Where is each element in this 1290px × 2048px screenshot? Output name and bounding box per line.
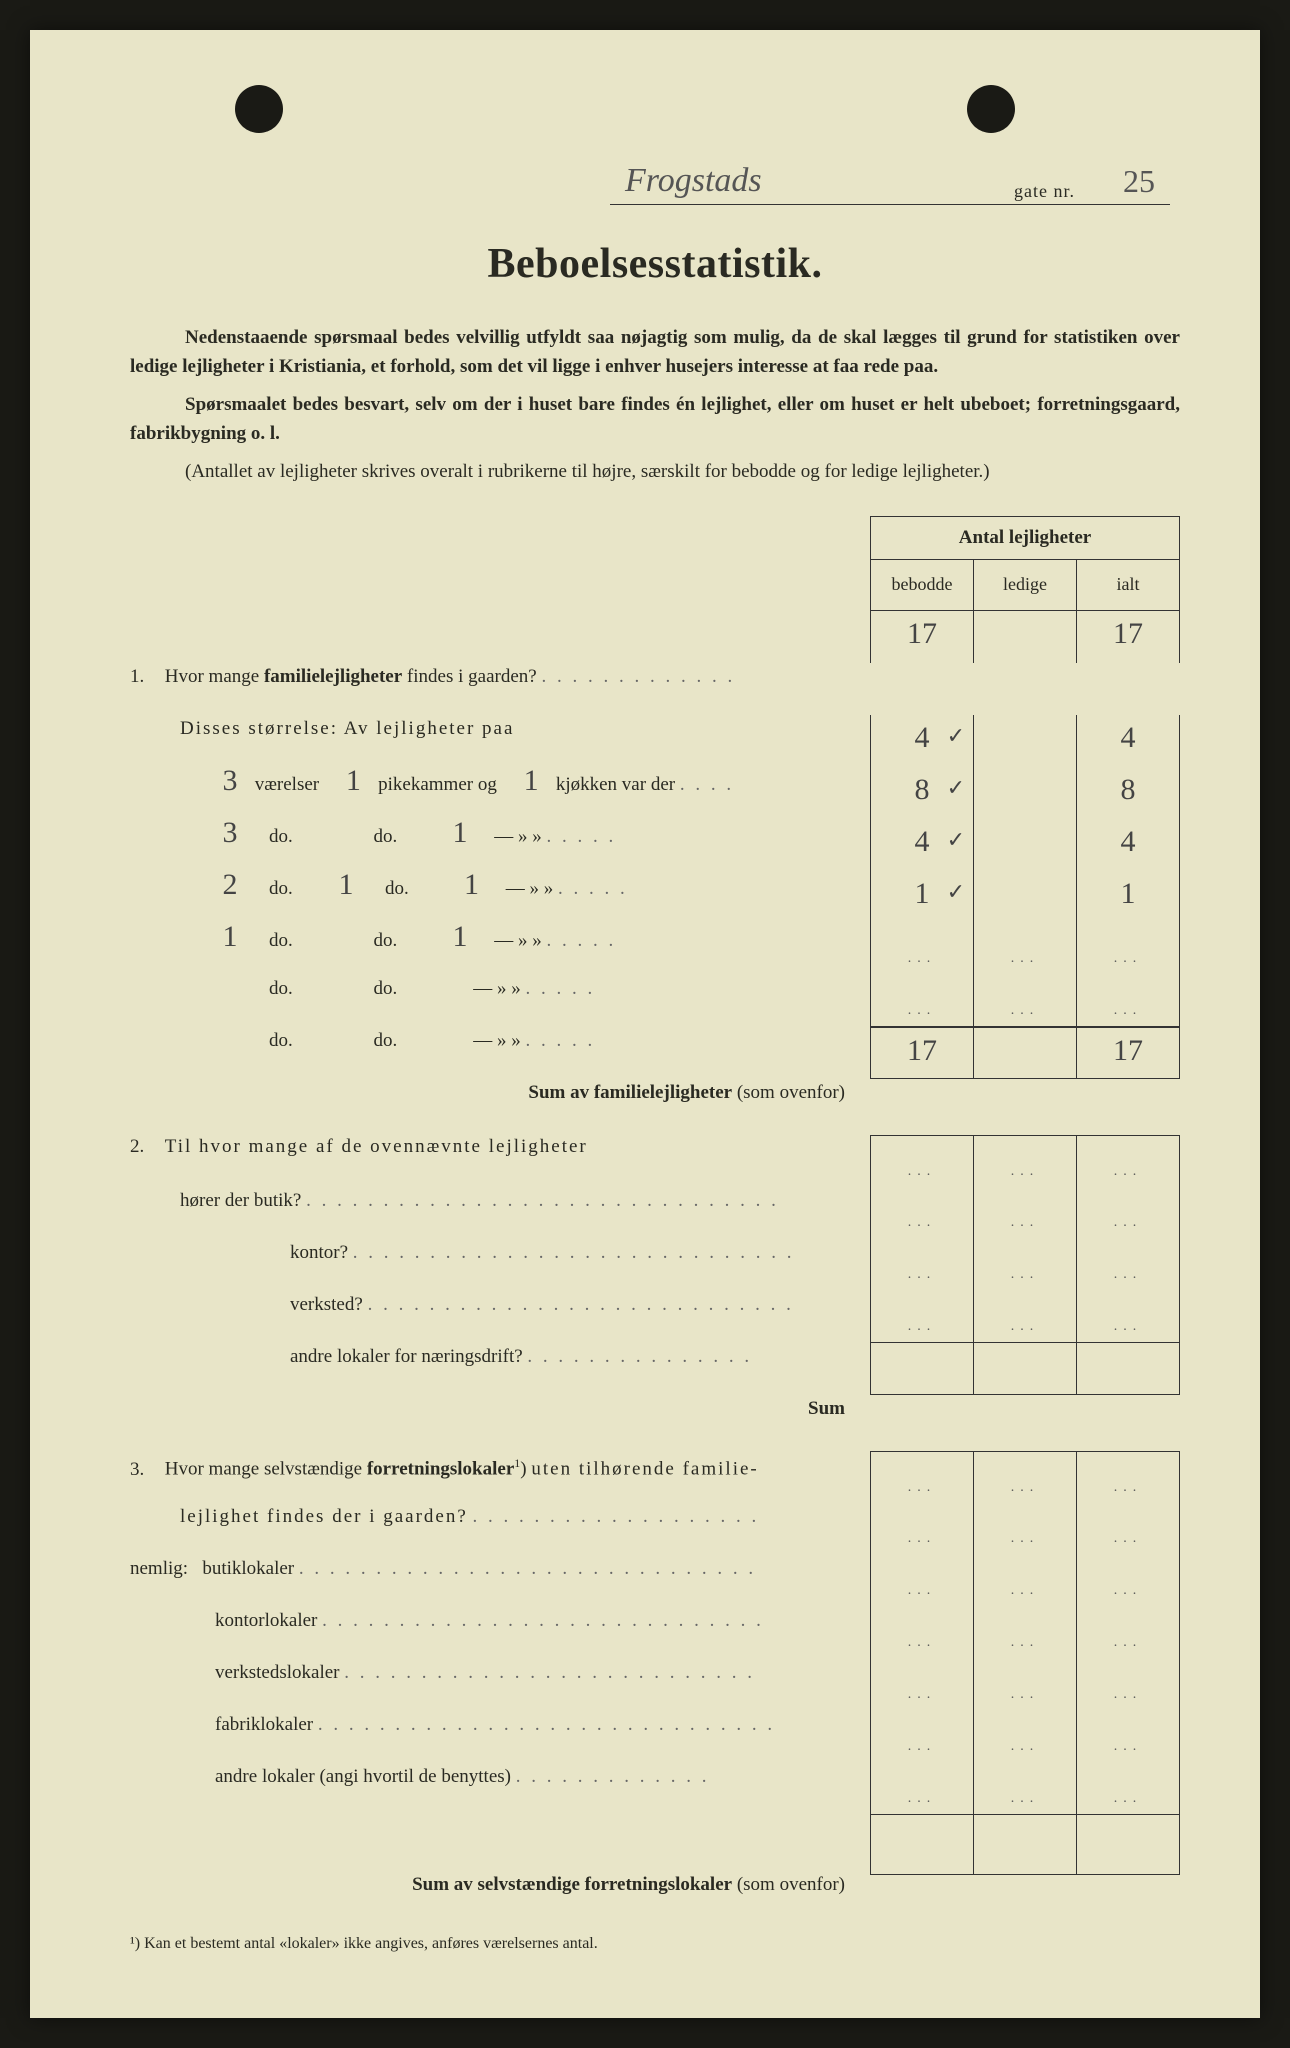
page-title: Beboelsesstatistik.: [130, 240, 1180, 288]
r2-ialt: 8: [1077, 767, 1179, 819]
table-subheader: bebodde ledige ialt: [870, 559, 1180, 611]
r1-ialt: 4: [1077, 715, 1179, 767]
q1-size-1: 3 værelser 1 pikekammer og 1 kjøkken var…: [130, 755, 850, 807]
r3-bebodde: 4✓: [871, 819, 974, 871]
q3-text-2: lejlighet findes der i gaarden? . . . . …: [130, 1491, 850, 1543]
q3-item-2: kontorlokaler . . . . . . . . . . . . . …: [130, 1595, 850, 1647]
intro-paragraph-1: Nedenstaaende spørsmaal bedes velvillig …: [130, 323, 1180, 382]
q1-text: 1. Hvor mange familielejligheter findes …: [130, 651, 850, 703]
q2-item-4: andre lokaler for næringsdrift? . . . . …: [130, 1331, 850, 1383]
q3-blank: [130, 1803, 850, 1855]
intro-paragraph-2: Spørsmaalet bedes besvart, selv om der i…: [130, 390, 1180, 449]
footnote: ¹) Kan et bestemt antal «lokaler» ikke a…: [130, 1935, 1180, 1953]
col-bebodde: bebodde: [871, 560, 974, 610]
r1-bebodde: 4✓: [871, 715, 974, 767]
q1-total-row: 17 17: [870, 611, 1180, 663]
r3-ledige: [974, 819, 1077, 871]
intro-paragraph-3: (Antallet av lejligheter skrives overalt…: [130, 457, 1180, 486]
r6-ialt: ...: [1077, 975, 1179, 1026]
r2-ledige: [974, 767, 1077, 819]
r5-ledige: ...: [974, 923, 1077, 975]
document-page: Frogstads gate nr. 25 Beboelsesstatistik…: [30, 30, 1260, 2018]
q2-row-1: .........: [870, 1135, 1180, 1187]
r6-bebodde: ...: [871, 975, 974, 1026]
q2-text: 2. Til hvor mange af de ovennævnte lejli…: [130, 1119, 850, 1175]
q3-sum-row: [870, 1815, 1180, 1875]
r2-bebodde: 8✓: [871, 767, 974, 819]
size-row-5: ... ... ...: [870, 923, 1180, 975]
gate-label: gate nr.: [1014, 181, 1075, 202]
q2-row-3: .........: [870, 1239, 1180, 1291]
q2-item-2: kontor? . . . . . . . . . . . . . . . . …: [130, 1227, 850, 1279]
r1-ledige: [974, 715, 1077, 767]
table-header-title: Antal lejligheter: [870, 516, 1180, 559]
sum-bebodde: 17: [871, 1028, 974, 1078]
q1-ialt: 17: [1077, 611, 1179, 663]
size-row-1: 4✓ 4: [870, 715, 1180, 767]
size-row-4: 1✓ 1: [870, 871, 1180, 923]
q3-row-5: .........: [870, 1711, 1180, 1763]
q1-size-label: Disses størrelse: Av lejligheter paa: [130, 703, 850, 755]
q3-row-4: .........: [870, 1659, 1180, 1711]
q3-text-1: 3. Hvor mange selvstændige forretningslo…: [130, 1435, 850, 1491]
size-row-2: 8✓ 8: [870, 767, 1180, 819]
size-row-3: 4✓ 4: [870, 819, 1180, 871]
col-ialt: ialt: [1077, 560, 1179, 610]
size-row-6: ... ... ...: [870, 975, 1180, 1027]
q3-row-3: .........: [870, 1607, 1180, 1659]
gate-number: 25: [1123, 163, 1155, 200]
q2-sum-label: Sum: [130, 1383, 850, 1435]
q1-size-5: do. do. — » » . . . . .: [130, 963, 850, 1015]
q3-sum-label: Sum av selvstændige forretningslokaler (…: [130, 1855, 850, 1915]
q2-row-2: .........: [870, 1187, 1180, 1239]
content-area: Antal lejligheter bebodde ledige ialt 17…: [130, 516, 1180, 1953]
q3-item-5: andre lokaler (angi hvortil de benyttes)…: [130, 1751, 850, 1803]
q2-sum-row: [870, 1343, 1180, 1395]
sum-ledige: [974, 1028, 1077, 1078]
q2-row-4: .........: [870, 1291, 1180, 1343]
r5-ialt: ...: [1077, 923, 1179, 975]
q3-row-1: .........: [870, 1503, 1180, 1555]
q2-item-1: hører der butik? . . . . . . . . . . . .…: [130, 1175, 850, 1227]
q3-row-2: .........: [870, 1555, 1180, 1607]
spacer-row: [870, 663, 1180, 715]
q3-item-3: verkstedslokaler . . . . . . . . . . . .…: [130, 1647, 850, 1699]
q3-row-0: .........: [870, 1451, 1180, 1503]
q1-size-4: 1 do. do. 1 — » » . . . . .: [130, 911, 850, 963]
q1-bebodde: 17: [871, 611, 974, 663]
r4-ialt: 1: [1077, 871, 1179, 923]
col-ledige: ledige: [974, 560, 1077, 610]
punch-hole-left: [235, 85, 283, 133]
r6-ledige: ...: [974, 975, 1077, 1026]
q3-item-1: nemlig: butiklokaler . . . . . . . . . .…: [130, 1543, 850, 1595]
q1-sum-row: 17 17: [870, 1027, 1180, 1079]
r5-bebodde: ...: [871, 923, 974, 975]
q1-ledige: [974, 611, 1077, 663]
q3-row-6: .........: [870, 1763, 1180, 1815]
street-name: Frogstads: [625, 162, 762, 200]
q1-size-6: do. do. — » » . . . . .: [130, 1015, 850, 1067]
q3-item-4: fabriklokaler . . . . . . . . . . . . . …: [130, 1699, 850, 1751]
punch-hole-right: [967, 85, 1015, 133]
intro-p1-text: Nedenstaaende spørsmaal bedes velvillig …: [130, 327, 1180, 377]
r4-ledige: [974, 871, 1077, 923]
intro-p2-text: Spørsmaalet bedes besvart, selv om der i…: [130, 394, 1180, 444]
intro-p3-text: (Antallet av lejligheter skrives overalt…: [185, 461, 990, 482]
q3-spacer: [870, 1395, 1180, 1451]
q2-item-3: verksted? . . . . . . . . . . . . . . . …: [130, 1279, 850, 1331]
r4-bebodde: 1✓: [871, 871, 974, 923]
q2-spacer: [870, 1079, 1180, 1135]
sum-ialt: 17: [1077, 1028, 1179, 1078]
q1-size-3: 2 do. 1 do. 1 — » » . . . . .: [130, 859, 850, 911]
q1-size-2: 3 do. do. 1 — » » . . . . .: [130, 807, 850, 859]
data-table: Antal lejligheter bebodde ledige ialt 17…: [870, 516, 1180, 1875]
header-address-line: Frogstads gate nr. 25: [610, 165, 1170, 205]
q1-sum-label: Sum av familielejligheter (som ovenfor): [130, 1067, 850, 1119]
r3-ialt: 4: [1077, 819, 1179, 871]
